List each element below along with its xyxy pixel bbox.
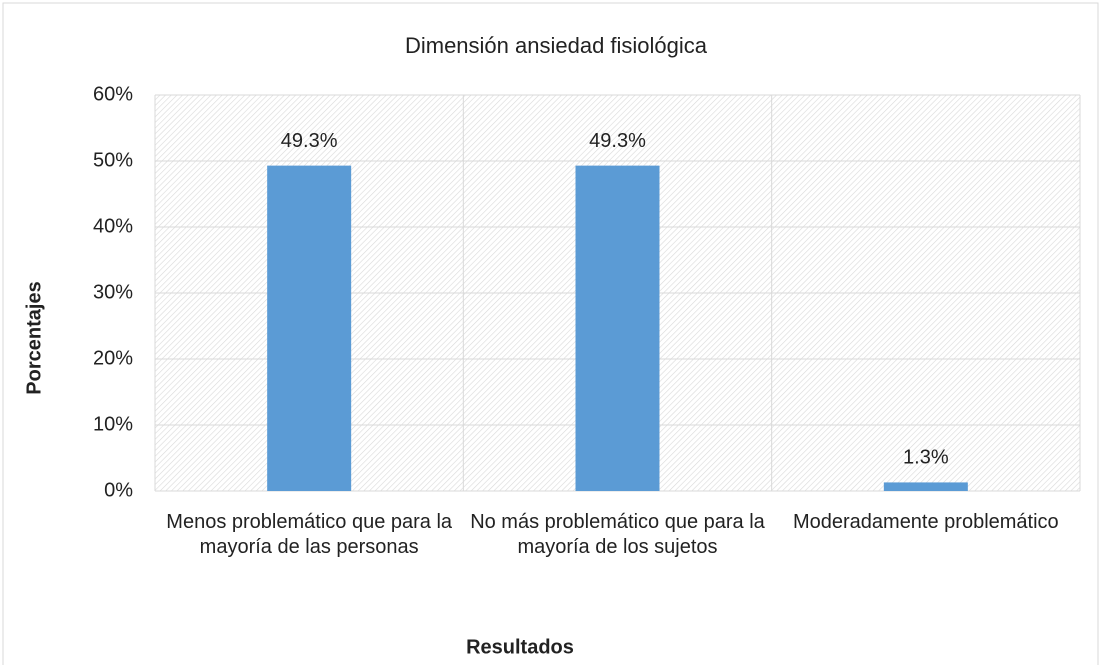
y-tick-label: 60% <box>93 83 133 105</box>
y-tick-label: 50% <box>93 149 133 171</box>
chart-title: Dimensión ansiedad fisiológica <box>405 33 708 58</box>
y-tick-label: 20% <box>93 347 133 369</box>
bar <box>575 165 660 491</box>
data-label: 49.3% <box>281 130 338 152</box>
data-label: 1.3% <box>903 447 949 469</box>
bar <box>883 482 968 491</box>
x-tick-label: Menos problemático que para la mayoría d… <box>166 511 453 558</box>
x-tick-label: No más problemático que para la mayoría … <box>470 511 765 558</box>
data-label: 49.3% <box>589 130 646 152</box>
y-tick-label: 10% <box>93 413 133 435</box>
x-tick-label: Moderadamente problemático <box>792 511 1059 533</box>
y-axis-title: Porcentajes <box>23 281 45 394</box>
y-tick-label: 0% <box>104 479 133 501</box>
y-tick-label: 30% <box>93 281 133 303</box>
y-tick-label: 40% <box>93 215 133 237</box>
x-axis-title: Resultados <box>466 636 574 658</box>
bar <box>267 165 352 491</box>
